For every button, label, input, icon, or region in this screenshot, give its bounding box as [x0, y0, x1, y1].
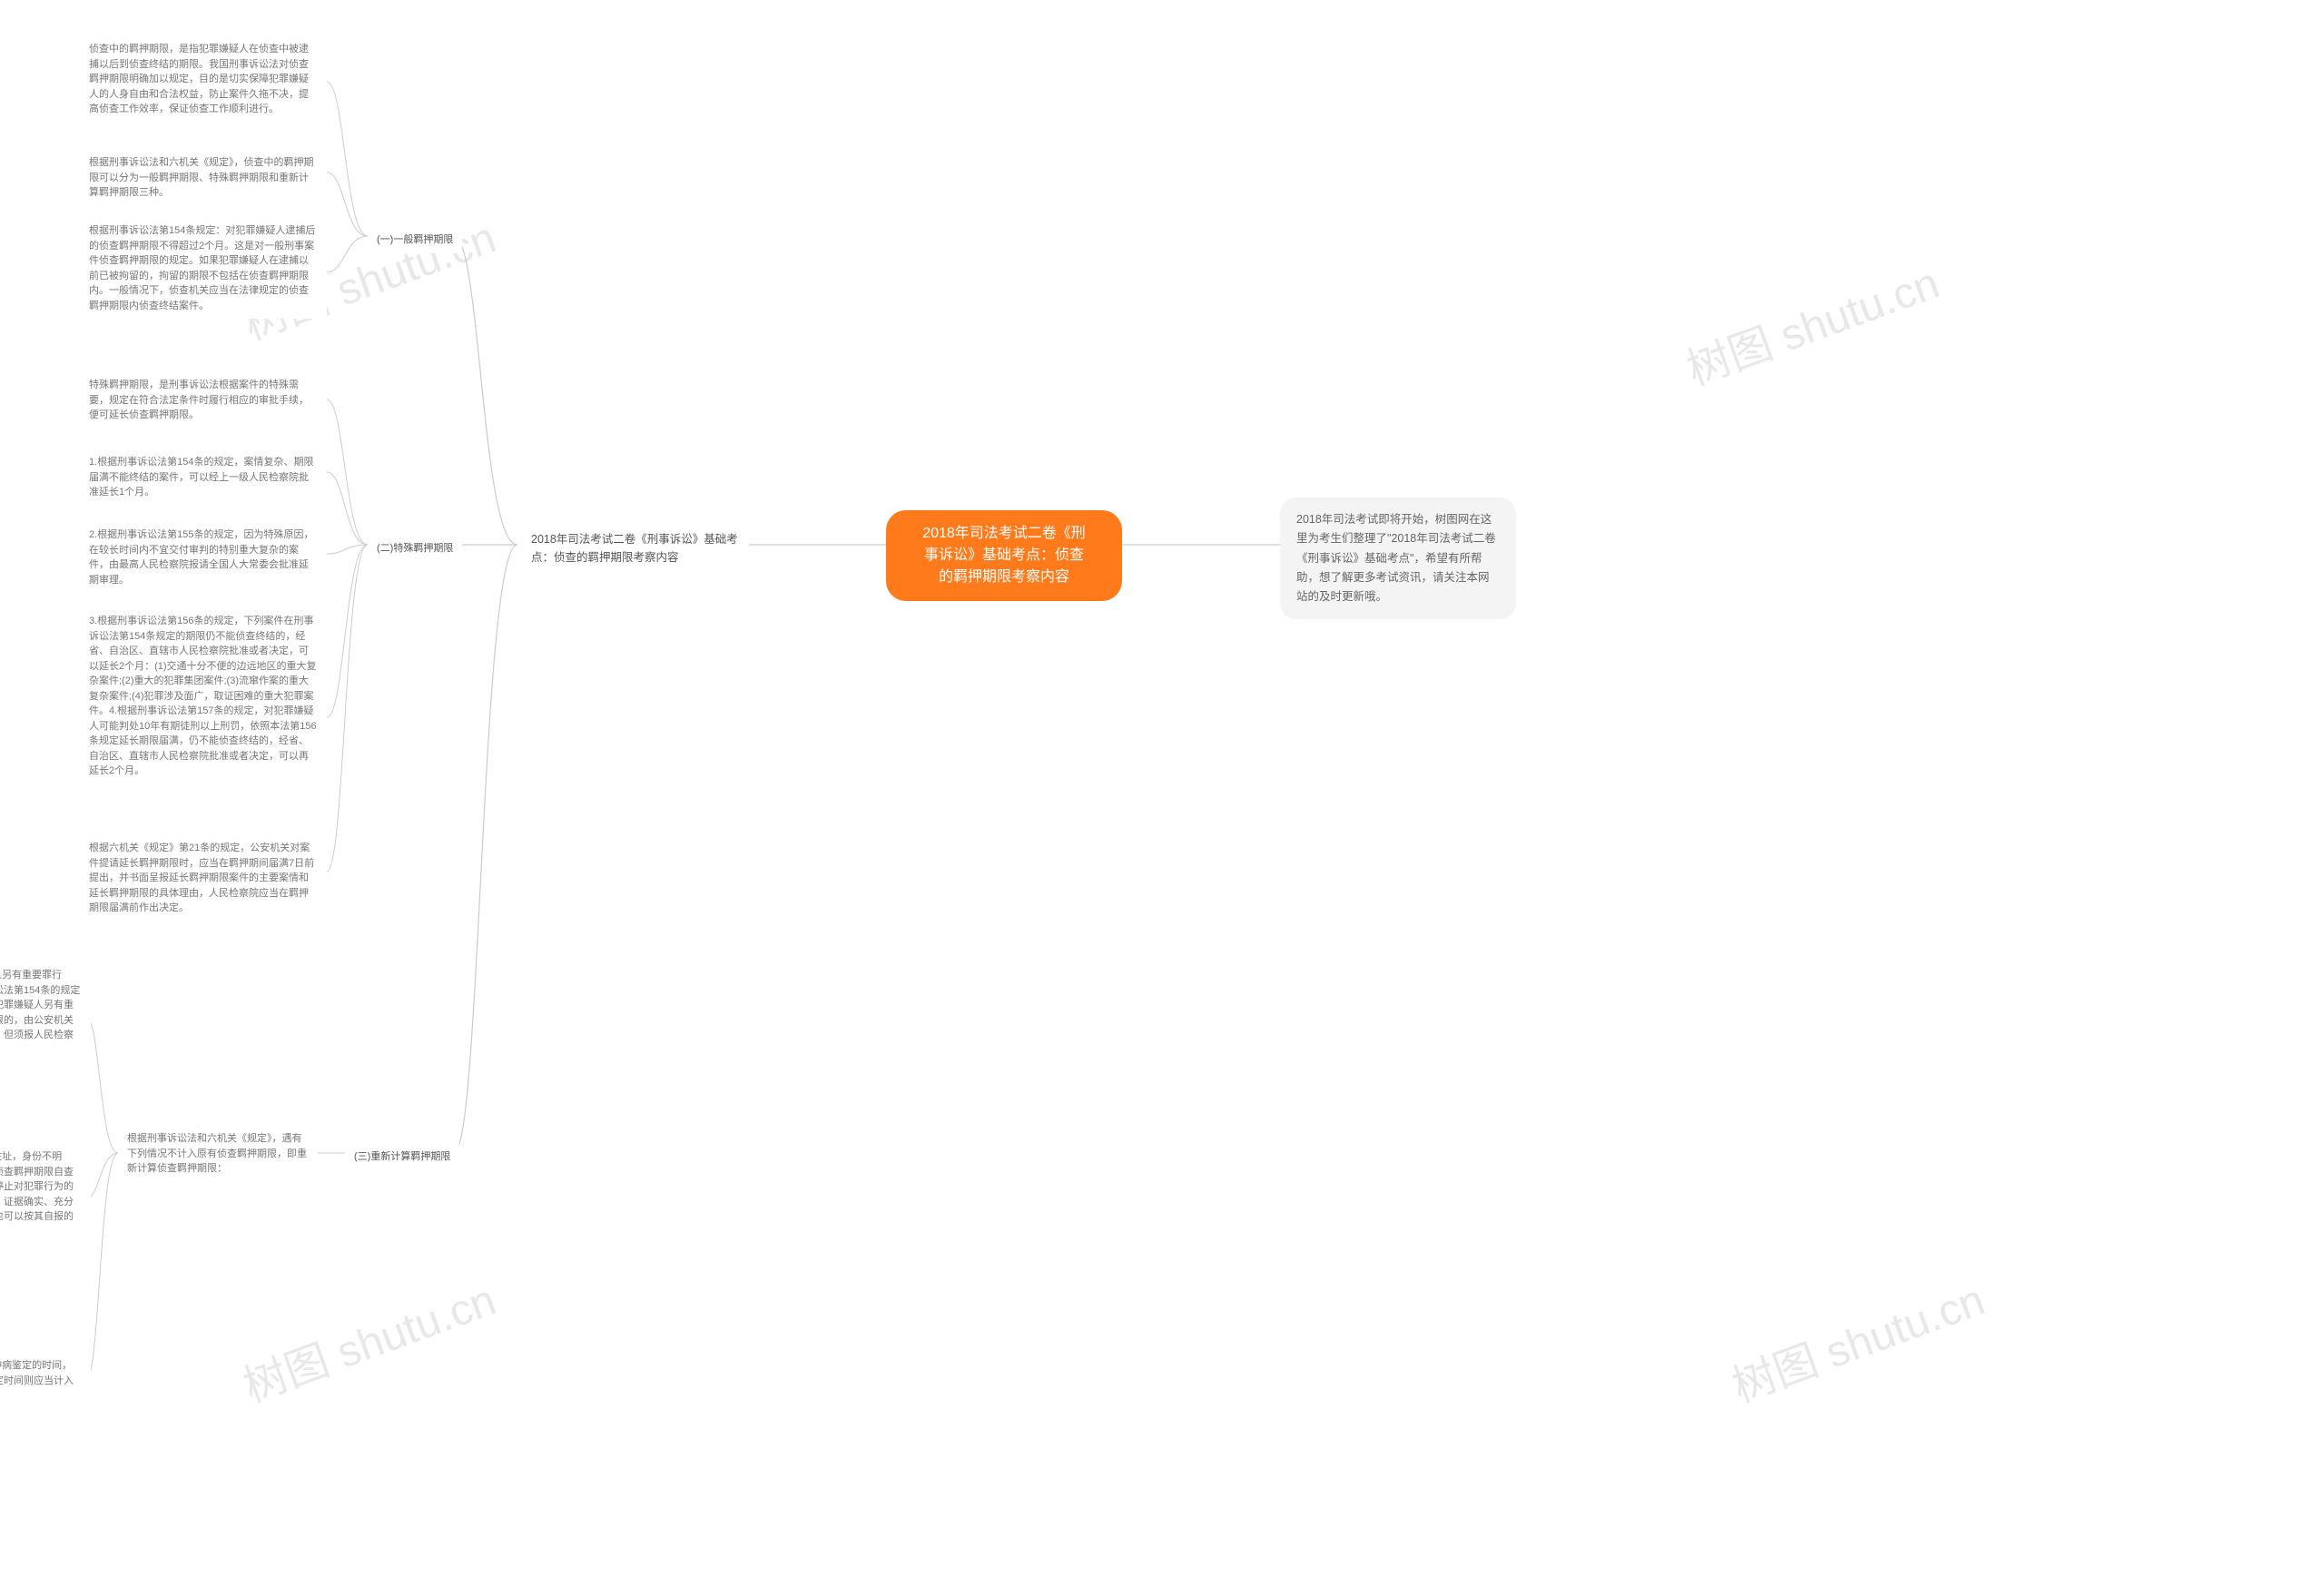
main-sub-text: 2018年司法考试二卷《刑事诉讼》基础考点：侦查的羁押期限考察内容	[531, 533, 738, 564]
b2-leaf-1: 特殊羁押期限，是刑事诉讼法根据案件的特殊需要，规定在符合法定条件时履行相应的审批…	[80, 372, 327, 429]
b1-leaf-2: 根据刑事诉讼法和六机关《规定》，侦查中的羁押期限可以分为一般羁押期限、特殊羁押期…	[80, 150, 327, 206]
b1-leaf-3: 根据刑事诉讼法第154条规定：对犯罪嫌疑人逮捕后的侦查羁押期限不得超过2个月。这…	[80, 218, 327, 319]
branch-1-label[interactable]: (一)一般羁押期限	[368, 227, 462, 253]
b2-leaf-2: 1.根据刑事诉讼法第154条的规定，案情复杂、期限届满不能终结的案件，可以经上一…	[80, 449, 327, 506]
watermark-3: 树图 shutu.cn	[233, 1264, 503, 1414]
root-node[interactable]: 2018年司法考试二卷《刑 事诉讼》基础考点：侦查 的羁押期限考察内容	[886, 510, 1122, 601]
b2-leaf-5: 根据六机关《规定》第21条的规定，公安机关对案件提请延长羁押期限时，应当在羁押期…	[80, 835, 327, 922]
watermark-2: 树图 shutu.cn	[1677, 247, 1946, 397]
b3-leaf-1: 1.在侦查期间，发现犯罪嫌疑人另有重要罪行的，自发现之日起依照刑事诉讼法第154…	[0, 962, 91, 1063]
b2-leaf-4: 3.根据刑事诉讼法第156条的规定，下列案件在刑事诉讼法第154条规定的期限仍不…	[80, 608, 327, 784]
watermark-4: 树图 shutu.cn	[1722, 1264, 1992, 1414]
b3-lead: 根据刑事诉讼法和六机关《规定》，遇有下列情况不计入原有侦查羁押期限，即重新计算侦…	[118, 1126, 318, 1182]
connector-layer	[0, 0, 2324, 1587]
main-sub-node[interactable]: 2018年司法考试二卷《刑事诉讼》基础考点：侦查的羁押期限考察内容	[522, 525, 749, 572]
b1-leaf-1: 侦查中的羁押期限，是指犯罪嫌疑人在侦查中被逮捕以后到侦查终结的期限。我国刑事诉讼…	[80, 36, 327, 123]
b3-leaf-2: 2.犯罪嫌疑人不讲真实姓名、住址，身份不明的，应当对其身份进行调查，侦查羁押期限…	[0, 1144, 91, 1245]
root-line-3: 的羁押期限考察内容	[939, 569, 1069, 585]
root-line-2: 事诉讼》基础考点：侦查	[924, 547, 1084, 563]
branch-3-label[interactable]: (三)重新计算羁押期限	[345, 1144, 459, 1170]
b2-leaf-3: 2.根据刑事诉讼法第155条的规定，因为特殊原因，在较长时间内不宜交付审判的特别…	[80, 522, 327, 593]
branch-2-label[interactable]: (二)特殊羁押期限	[368, 536, 462, 562]
intro-node: 2018年司法考试即将开始，树图网在这里为考生们整理了"2018年司法考试二卷《…	[1280, 498, 1516, 619]
root-line-1: 2018年司法考试二卷《刑	[922, 526, 1086, 541]
b3-leaf-3: 3.对被羁押的犯罪嫌疑人做精神病鉴定的时间，不计入侦查羁押期限。其他鉴定时间则应…	[0, 1353, 91, 1409]
